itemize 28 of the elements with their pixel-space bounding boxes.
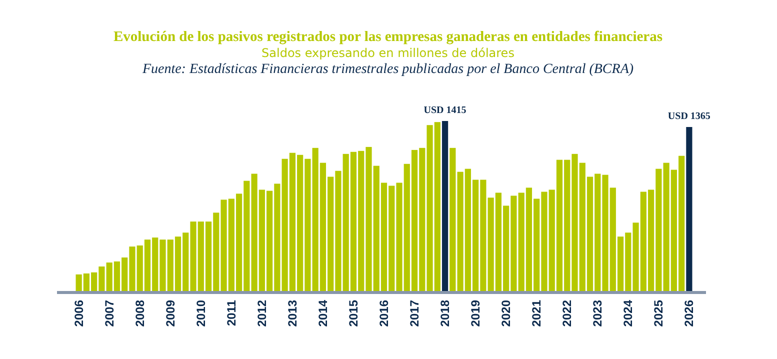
x-tick-label: 2021: [530, 300, 544, 327]
x-tick-label: 2010: [194, 300, 208, 327]
x-tick-label: 2018: [438, 300, 452, 327]
x-tick-label: 2019: [468, 300, 483, 327]
x-tick-label: 2015: [346, 300, 360, 327]
x-tick-label: 2014: [316, 300, 330, 327]
data-label: USD 1415: [424, 105, 466, 116]
x-tick-label: 2006: [72, 300, 86, 327]
chart-subtitle: Saldos expresando en millones de dólares: [262, 46, 514, 60]
x-tick-label: 2011: [224, 300, 238, 326]
x-tick-label: 2008: [132, 300, 147, 327]
x-tick-label: 2017: [408, 300, 422, 327]
source-note: Fuente: Estadísticas Financieras trimestrales publicadas por el Banco Central (BCRA): [141, 62, 634, 77]
x-tick-label: 2026: [682, 300, 696, 327]
x-tick-label: 2022: [560, 300, 574, 327]
x-tick-label: 2025: [652, 300, 666, 327]
x-tick-label: 2009: [163, 300, 178, 327]
x-tick-label: 2013: [285, 300, 300, 327]
chart-title: Evolución de los pasivos registrados por las empresas ganaderas en entidades financieras: [113, 29, 663, 45]
x-tick-label: 2007: [102, 300, 116, 327]
x-tick-label: 2020: [499, 300, 514, 327]
bar: [686, 127, 692, 291]
bar: [442, 121, 448, 291]
x-tick-label: 2016: [377, 300, 391, 327]
x-tick-label: 2024: [621, 300, 636, 327]
x-tick-label: 2012: [254, 300, 269, 327]
data-label: USD 1365: [668, 111, 710, 122]
x-tick-label: 2023: [590, 300, 605, 327]
